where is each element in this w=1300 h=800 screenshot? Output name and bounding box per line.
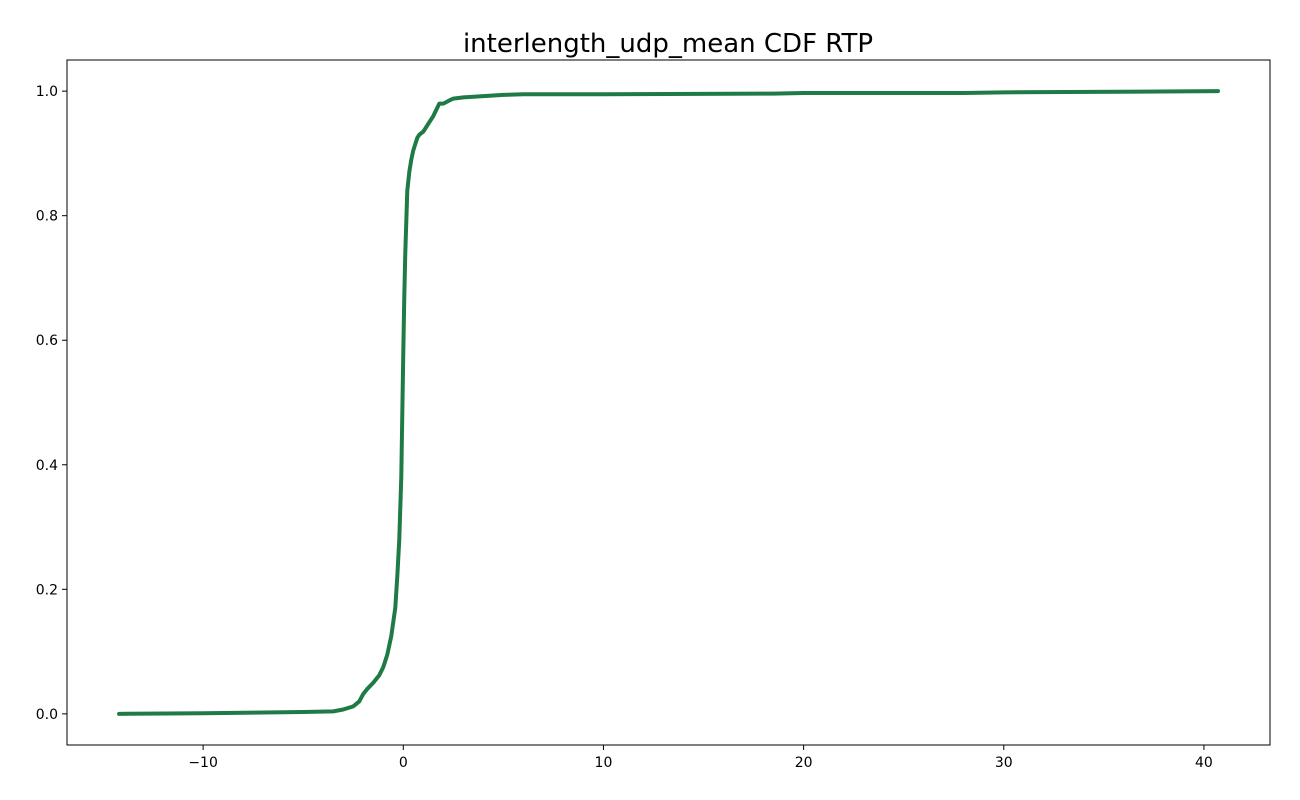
- x-tick-label: 10: [595, 755, 613, 771]
- y-tick-label: 1.0: [36, 84, 58, 100]
- y-tick-label: 0.2: [36, 582, 58, 598]
- x-tick-label: −10: [188, 755, 218, 771]
- y-tick-label: 0.4: [36, 458, 58, 474]
- x-tick-label: 0: [399, 755, 408, 771]
- plot-frame: [66, 59, 1271, 746]
- x-tick-label: 40: [1195, 755, 1213, 771]
- y-tick-label: 0.6: [36, 333, 58, 349]
- cdf-series-line: [117, 89, 1220, 716]
- y-tick-label: 0.0: [36, 707, 58, 723]
- series-layer: [117, 89, 1220, 716]
- x-tick-label: 20: [795, 755, 813, 771]
- x-tick-label: 30: [995, 755, 1013, 771]
- chart-title: interlength_udp_mean CDF RTP: [463, 29, 873, 59]
- y-tick-label: 0.8: [36, 209, 58, 225]
- x-axis: −10 0 10 20 30 40: [188, 745, 1213, 771]
- y-axis: 0.0 0.2 0.4 0.6 0.8 1.0: [36, 84, 67, 723]
